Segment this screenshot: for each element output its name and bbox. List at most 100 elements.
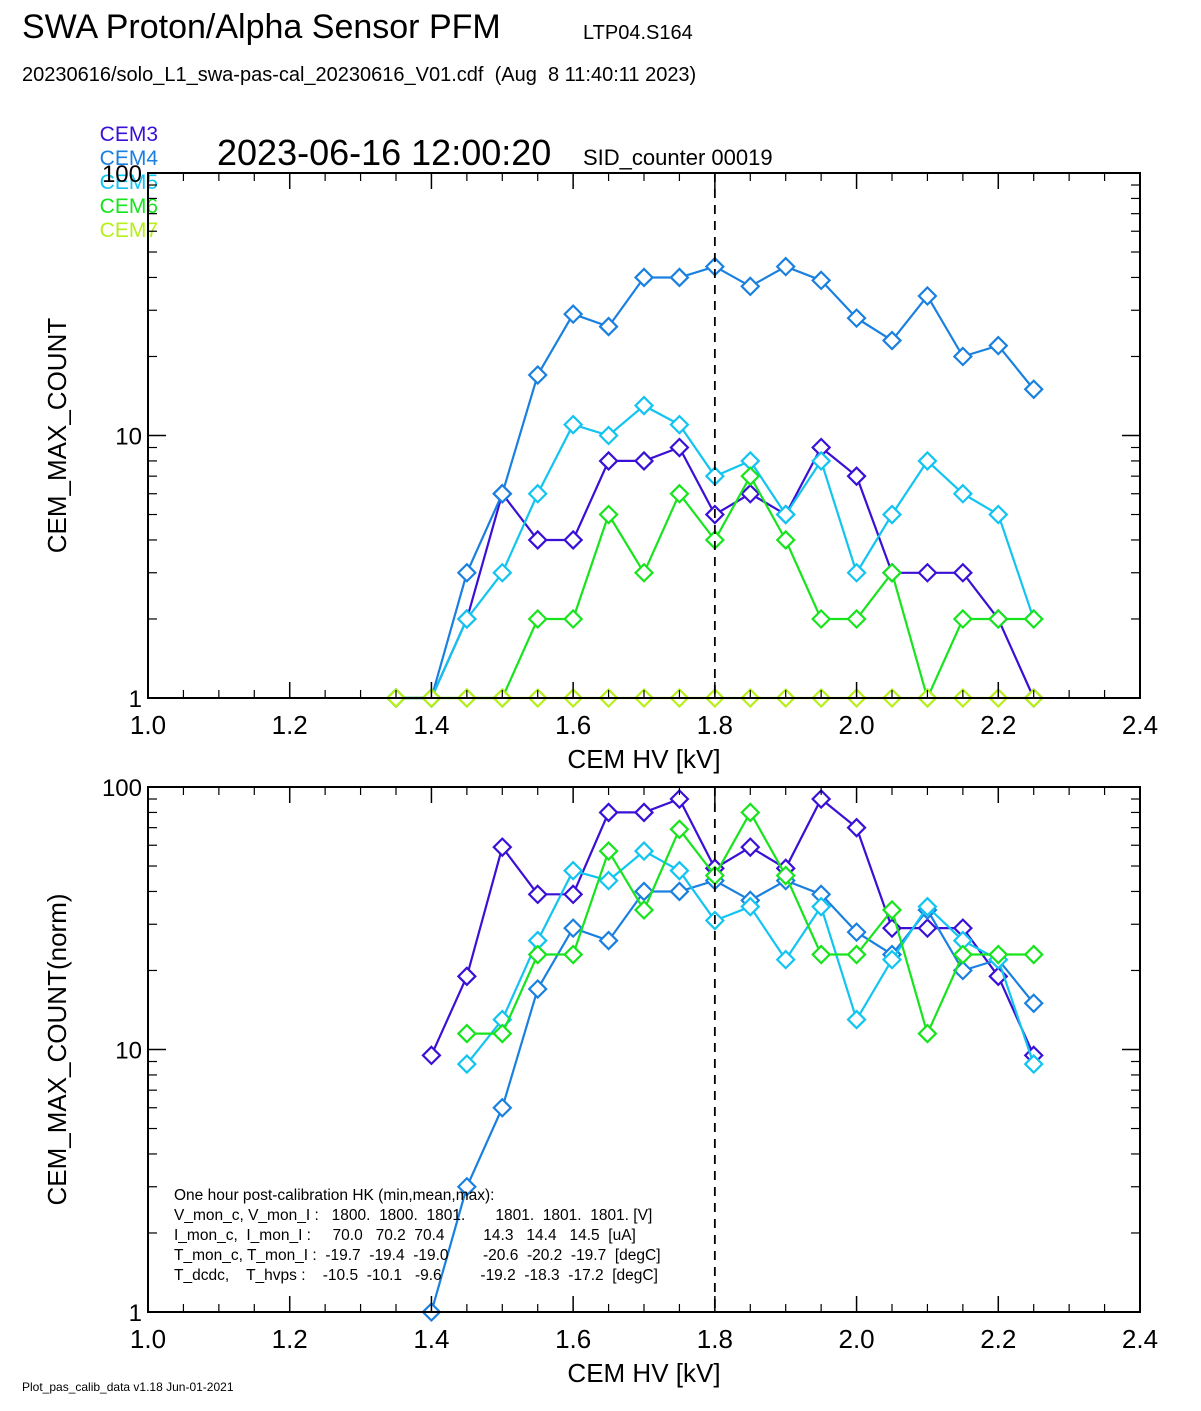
x-tick-label: 1.6 (555, 1324, 591, 1354)
data-point (881, 330, 903, 351)
data-point (456, 966, 477, 987)
data-point (598, 450, 619, 471)
data-point (492, 1097, 513, 1118)
x-tick-label: 2.2 (980, 710, 1016, 740)
data-point (1023, 608, 1044, 630)
data-point (846, 308, 867, 329)
data-point (669, 414, 690, 435)
data-point (775, 865, 796, 886)
data-point (669, 788, 690, 810)
data-point (492, 1023, 513, 1044)
data-point (917, 450, 938, 471)
data-point (740, 837, 761, 858)
data-point (811, 944, 832, 965)
data-point (811, 270, 832, 291)
x-tick-label: 2.0 (838, 1324, 874, 1354)
plot-title: SWA Proton/Alpha Sensor PFM (22, 8, 501, 46)
data-point (775, 504, 796, 525)
data-point (633, 450, 655, 471)
legend-cem7: CEM7 (99, 219, 159, 242)
y-tick-label: 10 (115, 424, 142, 451)
series-cem5 (456, 841, 1044, 1075)
hk-line: T_dcdc, T_hvps : -10.5 -10.1 -9.6 -19.2 … (174, 1267, 658, 1284)
x-axis-label: CEM HV [kV] (567, 744, 720, 774)
x-tick-label: 2.2 (980, 1324, 1016, 1354)
data-point (669, 881, 690, 902)
series-line (466, 849, 1035, 1065)
data-point (669, 437, 690, 458)
data-point (775, 256, 796, 277)
data-point (563, 529, 584, 551)
data-point (881, 899, 903, 921)
data-point (740, 483, 761, 504)
data-point (598, 425, 619, 446)
x-tick-label: 1.2 (272, 1324, 308, 1354)
data-point (563, 944, 584, 965)
data-point (527, 978, 548, 1000)
data-point (669, 860, 690, 881)
data-point (917, 562, 938, 583)
x-tick-label: 1.2 (272, 710, 308, 740)
data-point (669, 819, 690, 840)
data-point (988, 504, 1009, 525)
data-point (456, 1176, 477, 1197)
data-point (598, 802, 619, 823)
data-point (598, 504, 619, 525)
data-point (563, 414, 584, 435)
data-point (988, 608, 1009, 630)
data-point (846, 608, 867, 630)
data-point (846, 1009, 867, 1030)
data-point (988, 944, 1009, 965)
sid-counter: SID_counter 00019 (583, 145, 773, 170)
data-point (421, 1045, 442, 1066)
data-point (527, 944, 548, 965)
data-point (563, 608, 584, 630)
data-point (563, 884, 584, 905)
x-tick-label: 1.8 (697, 1324, 733, 1354)
x-tick-label: 1.0 (130, 1324, 166, 1354)
data-point (492, 837, 513, 858)
data-point (988, 335, 1009, 356)
file-line: 20230616/solo_L1_swa-pas-cal_20230616_V0… (22, 64, 697, 86)
data-point (633, 395, 655, 416)
data-point (740, 802, 761, 823)
data-point (633, 899, 655, 921)
data-point (1023, 944, 1044, 965)
hk-line: V_mon_c, V_mon_I : 1800. 1800. 1801. 180… (174, 1207, 652, 1224)
data-point (527, 608, 548, 630)
data-point (563, 918, 584, 939)
legend: CEM3 CEM4 CEM5 CEM6 CEM7 (88, 99, 170, 243)
data-point (952, 346, 973, 367)
data-point (811, 896, 832, 917)
data-point (563, 304, 584, 325)
data-point (456, 562, 477, 583)
hk-line: I_mon_c, I_mon_I : 70.0 70.2 70.4 14.3 1… (174, 1227, 636, 1244)
data-point (775, 529, 796, 551)
data-point (527, 483, 548, 504)
x-tick-label: 1.4 (413, 710, 449, 740)
data-point (598, 870, 619, 891)
legend-cem6: CEM6 (99, 195, 159, 218)
hk-line: One hour post-calibration HK (min,mean,m… (174, 1187, 494, 1204)
x-tick-label: 1.0 (130, 710, 166, 740)
y-tick-label: 1 (129, 686, 142, 713)
chart-1: 1.0 1.2 1.4 1.6 1.8 2.0 2.2 2.4 CEM HV [kV] 1 10 10… (42, 161, 1158, 774)
data-point (917, 285, 938, 307)
y-tick-label: 100 (102, 775, 142, 802)
data-point (598, 316, 619, 337)
data-point (952, 562, 973, 583)
data-point (633, 841, 655, 862)
data-point (527, 364, 548, 386)
data-point (917, 1023, 938, 1044)
data-point (811, 608, 832, 630)
data-point (527, 529, 548, 551)
data-point (740, 896, 761, 917)
data-point (492, 483, 513, 504)
data-point (563, 860, 584, 881)
data-point (952, 483, 973, 504)
data-point (740, 276, 761, 297)
data-point (456, 1023, 477, 1044)
data-point (846, 922, 867, 943)
sensor-id: LTP04.S164 (583, 22, 693, 44)
data-point (740, 466, 761, 487)
